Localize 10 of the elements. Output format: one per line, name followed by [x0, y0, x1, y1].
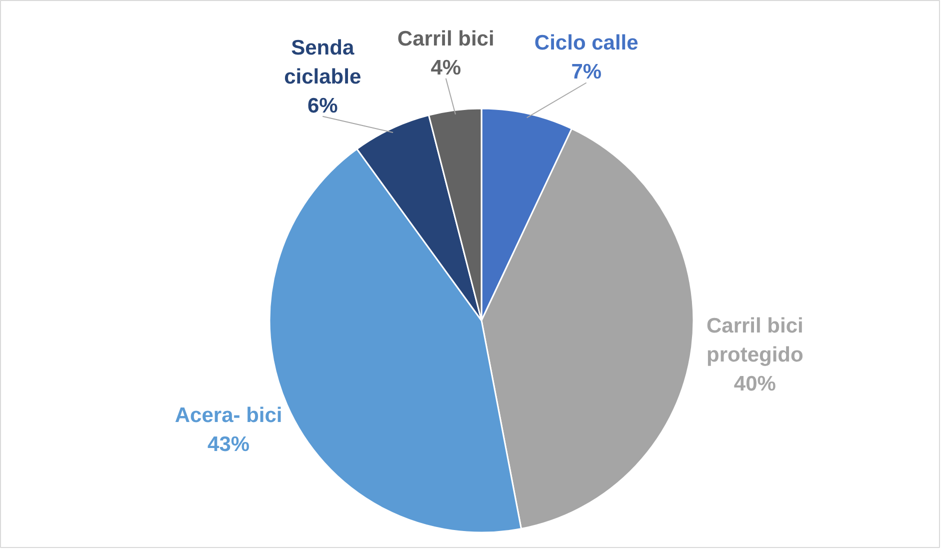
data-label: 4% — [430, 56, 462, 80]
data-label: 6% — [307, 94, 338, 118]
slice-label: Acera- bici — [174, 404, 282, 427]
slice-label: Ciclo calle — [534, 32, 638, 55]
data-label: 43% — [208, 432, 250, 456]
data-label: 40% — [734, 372, 776, 396]
data-label: 7% — [571, 60, 602, 84]
slice-label: Carril bici protegido — [706, 314, 804, 367]
slice-label: Carril bici — [397, 27, 494, 50]
slice-label: Senda ciclable — [284, 36, 362, 88]
